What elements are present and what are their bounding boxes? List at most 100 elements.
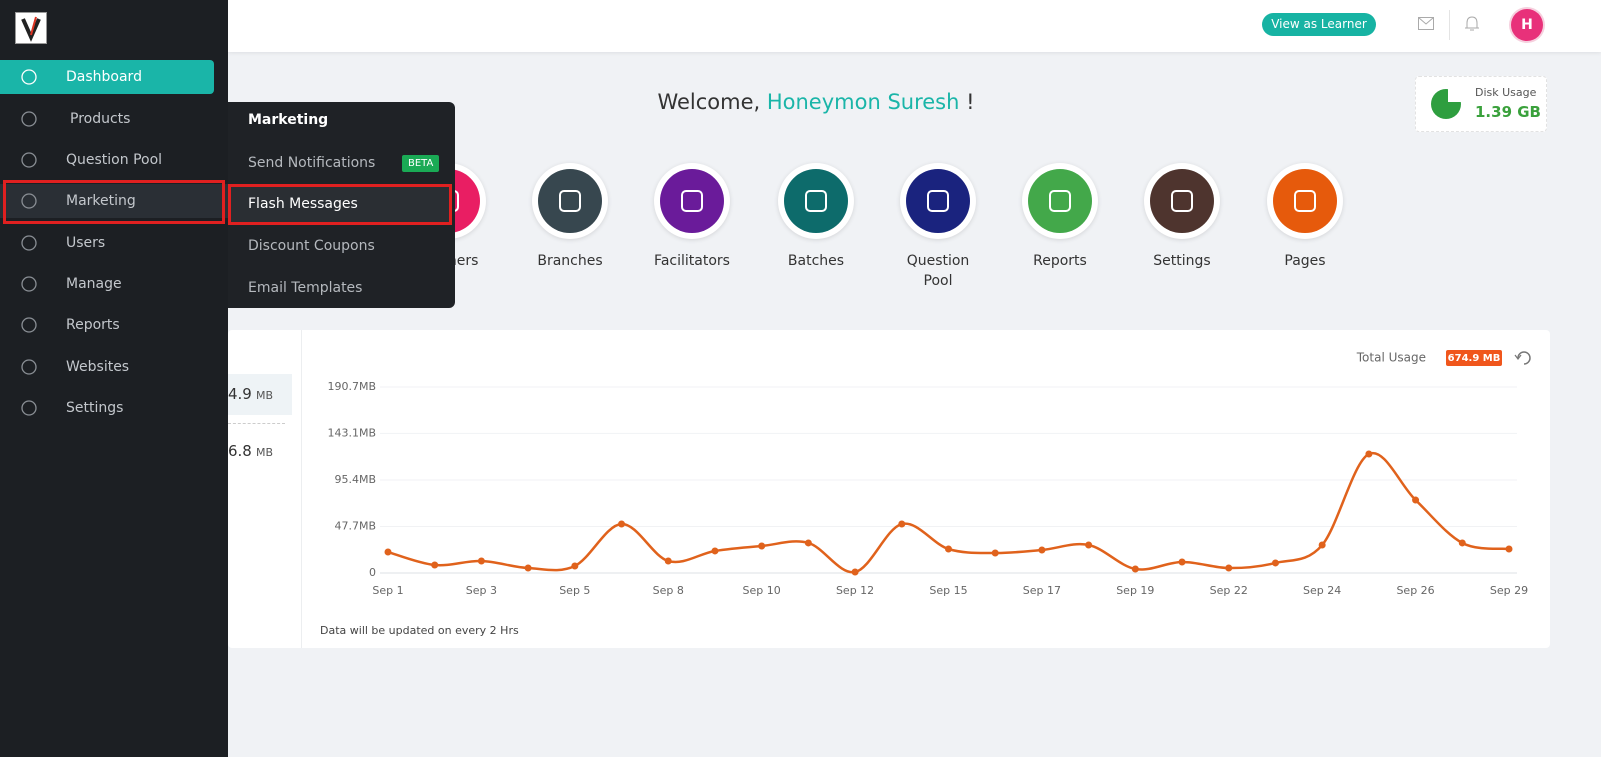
menu-item[interactable]: Dashboard	[0, 60, 214, 94]
x-tick-label: Sep 19	[1116, 584, 1154, 597]
summary-unit: MB	[256, 389, 274, 402]
legend-label: Total Usage	[1356, 351, 1426, 365]
data-point	[758, 542, 766, 550]
shortcut-glyph	[805, 190, 827, 212]
shortcut-label: Pages	[1284, 253, 1326, 269]
menu-icon-shape	[21, 359, 37, 375]
mail-icon[interactable]	[1418, 17, 1434, 30]
data-point	[711, 547, 719, 555]
data-point	[431, 561, 439, 569]
avatar[interactable]: H	[1511, 9, 1543, 41]
shortcut[interactable]: Pages	[1250, 163, 1360, 271]
data-point	[1085, 541, 1093, 549]
data-point	[991, 549, 999, 557]
view-as-learner-button[interactable]: View as Learner	[1262, 13, 1376, 36]
shortcut-ring	[654, 163, 730, 239]
flyout-title: Marketing	[248, 112, 329, 128]
menu-icon-shape	[21, 276, 37, 292]
flyout-item[interactable]: Discount Coupons	[228, 226, 452, 266]
y-tick-label: 47.7MB	[334, 519, 376, 532]
shortcut[interactable]: Reports	[1005, 163, 1115, 271]
shortcut-icon	[1150, 169, 1214, 233]
shortcut[interactable]: Batches	[761, 163, 871, 271]
data-point	[851, 568, 859, 576]
y-tick-label: 143.1MB	[327, 426, 376, 439]
flyout-label: Discount Coupons	[248, 238, 375, 254]
flyout-item[interactable]: Send Notifications BETA	[228, 143, 452, 183]
menu-item[interactable]: Settings	[0, 391, 228, 425]
data-point	[571, 562, 579, 570]
disk-usage-label: Disk Usage	[1475, 86, 1537, 99]
shortcut[interactable]: Branches	[515, 163, 625, 271]
usage-chart: Total Usage 674.9 MB Data will be update…	[320, 350, 1531, 637]
menu-label: Dashboard	[66, 69, 142, 85]
glyph-shape	[681, 190, 703, 212]
menu-icon-shape	[21, 111, 37, 127]
shortcut-label: Facilitators	[654, 253, 730, 269]
usage-line	[387, 451, 1510, 574]
disk-usage: Disk Usage 1.39 GB	[1415, 76, 1547, 132]
menu-label: Settings	[66, 400, 124, 416]
welcome-end: !	[966, 90, 975, 114]
data-point	[1412, 496, 1420, 504]
menu-label: Websites	[66, 359, 130, 375]
menu-label: Marketing	[66, 193, 136, 209]
shortcut-ring	[532, 163, 608, 239]
flyout-label: Email Templates	[248, 280, 363, 296]
menu-icon	[21, 359, 37, 375]
menu-icon	[21, 152, 37, 168]
data-point	[1131, 565, 1139, 573]
data-point	[384, 548, 392, 556]
menu-item[interactable]: Marketing	[0, 184, 228, 218]
welcome-name: Honeymon Suresh	[766, 90, 960, 114]
flyout-item[interactable]: Email Templates	[228, 268, 452, 308]
total-badge	[1446, 350, 1502, 366]
x-tick-label: Sep 10	[743, 584, 781, 597]
x-tick-label: Sep 24	[1303, 584, 1341, 597]
x-tick-label: Sep 22	[1210, 584, 1248, 597]
menu-label: Products	[70, 111, 131, 127]
flyout-item[interactable]: Flash Messages	[228, 184, 452, 225]
shortcut-glyph	[1171, 190, 1193, 212]
shortcut-ring	[900, 163, 976, 239]
menu-icon	[21, 69, 37, 85]
shortcut[interactable]: Facilitators	[637, 163, 747, 271]
menu-item[interactable]: Question Pool	[0, 143, 228, 177]
shortcut-label: Batches	[787, 253, 845, 269]
bell-icon[interactable]	[1465, 16, 1479, 32]
menu-item[interactable]: Users	[0, 226, 228, 260]
chart-note: Data will be updated on every 2 Hrs	[320, 624, 519, 637]
glyph-shape	[1294, 190, 1316, 212]
separator	[1449, 10, 1450, 40]
data-point	[1365, 450, 1373, 458]
shortcut-icon	[538, 169, 602, 233]
refresh-icon[interactable]	[1514, 351, 1531, 365]
menu-item[interactable]: Websites	[0, 350, 228, 384]
menu-label: Manage	[66, 276, 122, 292]
menu-icon	[21, 235, 37, 251]
menu-item[interactable]: Products	[0, 102, 228, 136]
data-point	[1271, 559, 1279, 567]
summary-value: 4.9	[228, 385, 252, 403]
data-point	[1225, 564, 1233, 572]
logo[interactable]	[15, 12, 47, 44]
x-tick-label: Sep 15	[929, 584, 967, 597]
data-point	[1038, 546, 1046, 554]
shortcut-label: Question Pool	[906, 253, 970, 289]
shortcut-label: Settings	[1153, 253, 1211, 269]
data-point	[804, 539, 812, 547]
data-point	[477, 557, 485, 565]
shortcut-icon	[660, 169, 724, 233]
shortcut-ring	[1267, 163, 1343, 239]
menu-item[interactable]: Manage	[0, 267, 228, 301]
welcome: Welcome, Honeymon Suresh !	[500, 90, 1132, 114]
menu-item[interactable]: Reports	[0, 308, 228, 342]
x-tick-label: Sep 29	[1490, 584, 1528, 597]
shortcut-glyph	[927, 190, 949, 212]
shortcut[interactable]: Settings	[1127, 163, 1237, 271]
flyout-menu: Marketing Send Notifications BETA Flash Me…	[228, 102, 455, 308]
shortcut[interactable]: Question Pool	[883, 163, 993, 291]
data-point	[524, 564, 532, 572]
shortcut-ring	[778, 163, 854, 239]
